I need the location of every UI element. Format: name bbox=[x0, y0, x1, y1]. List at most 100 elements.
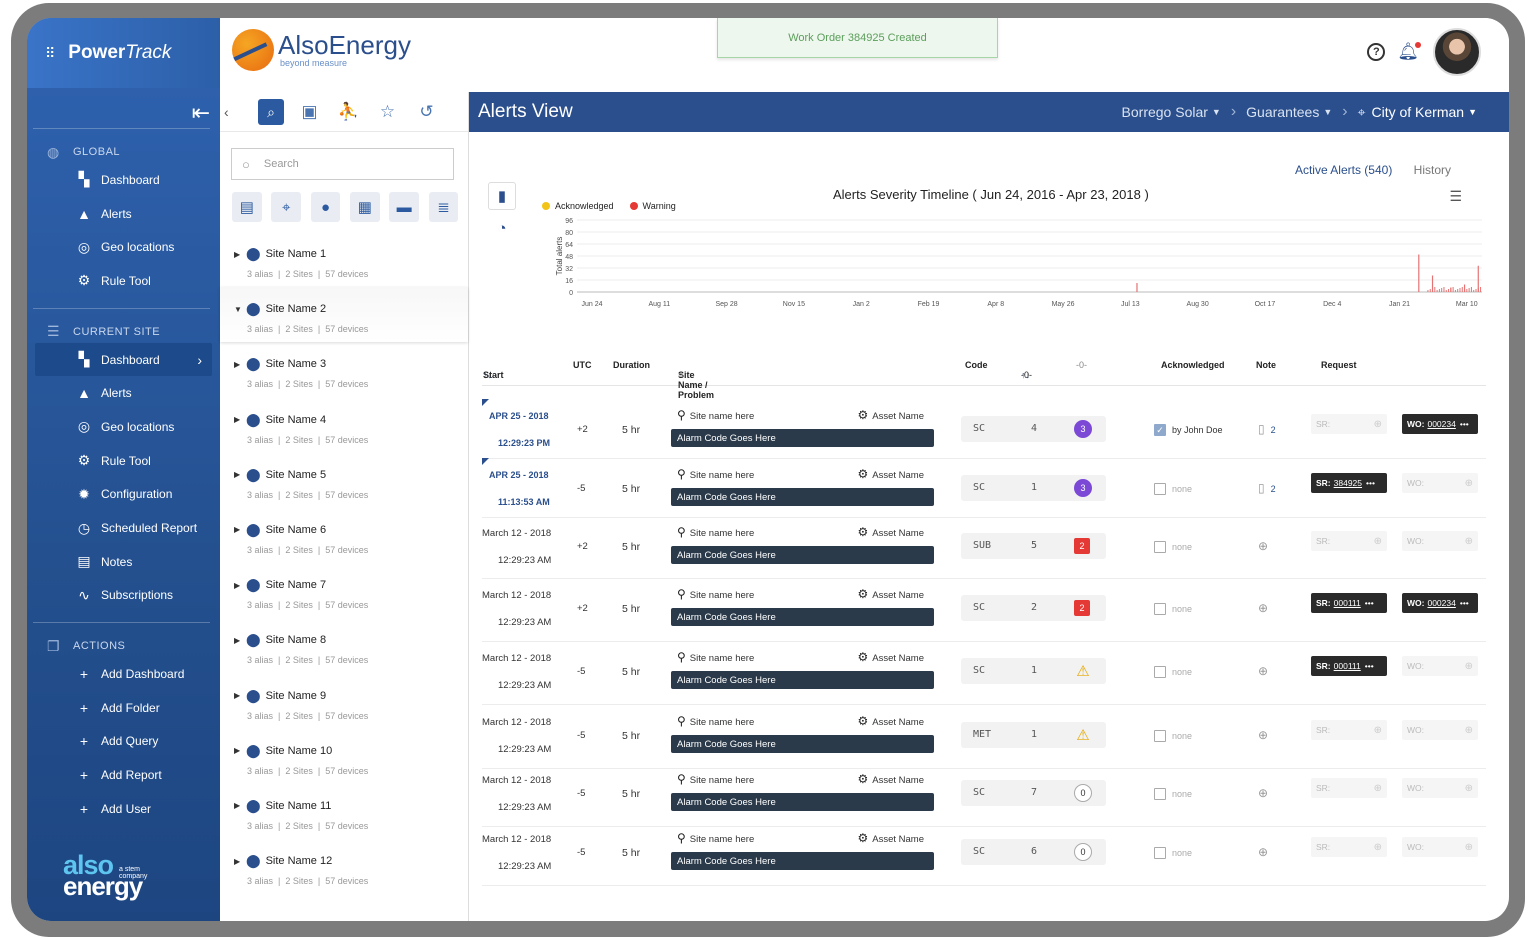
acknowledge-cell[interactable]: none bbox=[1154, 541, 1192, 553]
chart-menu-icon[interactable]: ☰ bbox=[1449, 188, 1462, 204]
acknowledge-checkbox[interactable] bbox=[1154, 541, 1166, 553]
col-code[interactable]: Code bbox=[965, 360, 988, 370]
acknowledge-cell[interactable]: none bbox=[1154, 788, 1192, 800]
col-request[interactable]: Request bbox=[1321, 360, 1357, 370]
col-utc[interactable]: UTC bbox=[573, 360, 592, 370]
table-row[interactable]: March 12 - 2018 12:29:23 AM -5 5 hr ⚲ Sit… bbox=[482, 706, 1486, 769]
tab-history[interactable]: History bbox=[1413, 163, 1451, 177]
acknowledge-cell[interactable]: none bbox=[1154, 666, 1192, 678]
site-list-item[interactable]: ▶ ⬤ Site Name 10 3 alias | 2 Sites | 57 de… bbox=[220, 729, 468, 784]
work-order-chip[interactable]: WO: 000234 ••• bbox=[1402, 414, 1478, 434]
site-list-item[interactable]: ▶ ⬤ Site Name 9 3 alias | 2 Sites | 57 dev… bbox=[220, 674, 468, 729]
help-icon[interactable]: ? bbox=[1367, 43, 1386, 61]
caret-right-icon[interactable]: ▶ bbox=[234, 746, 241, 756]
tab-active-alerts[interactable]: Active Alerts (540) bbox=[1294, 163, 1393, 177]
sidebar-item-current-notes[interactable]: ▤ Notes bbox=[27, 545, 220, 579]
acknowledge-checkbox[interactable] bbox=[1154, 483, 1166, 495]
breadcrumb-item[interactable]: Borrego Solar bbox=[1121, 104, 1208, 120]
row-site-name[interactable]: Site name here bbox=[689, 470, 755, 481]
table-row[interactable]: March 12 - 2018 12:29:23 AM -5 5 hr ⚲ Sit… bbox=[482, 764, 1486, 827]
row-site-name[interactable]: Site name here bbox=[689, 717, 755, 728]
filter-location-icon[interactable]: ⌖ bbox=[271, 192, 302, 222]
row-site-name[interactable]: Site name here bbox=[689, 590, 755, 601]
sidebar-action-add-report[interactable]: + Add Report bbox=[27, 758, 220, 792]
tab-history[interactable]: ↺ bbox=[419, 101, 434, 121]
tab-users[interactable]: ⛹ bbox=[337, 101, 360, 121]
add-service-request[interactable]: SR: bbox=[1311, 837, 1387, 857]
sidebar-item-global-dashboard[interactable]: ▚ Dashboard bbox=[27, 163, 220, 197]
alsoenergy-logo[interactable]: AlsoEnergy beyond measure bbox=[232, 29, 411, 71]
add-note-icon[interactable]: ⊕ bbox=[1258, 601, 1269, 615]
site-list-item[interactable]: ▶ ⬤ Site Name 12 3 alias | 2 Sites | 57 de… bbox=[220, 839, 468, 894]
row-site-name[interactable]: Site name here bbox=[689, 528, 755, 539]
breadcrumb-item[interactable]: Guarantees bbox=[1246, 104, 1320, 120]
sidebar-item-current-scheduled-report[interactable]: ◷ Scheduled Report bbox=[27, 511, 220, 545]
add-service-request[interactable]: SR: bbox=[1311, 531, 1387, 551]
row-asset-name[interactable]: Asset Name bbox=[872, 834, 924, 845]
service-request-chip[interactable]: SR: 384925 ••• bbox=[1311, 473, 1387, 493]
site-list-item[interactable]: ▼ ⬤ Site Name 2 3 alias | 2 Sites | 57 dev… bbox=[220, 287, 468, 343]
sidebar-item-current-rule-tool[interactable]: ⚙ Rule Tool bbox=[27, 444, 220, 478]
row-asset-name[interactable]: Asset Name bbox=[872, 528, 924, 539]
table-row[interactable]: March 12 - 2018 12:29:23 AM -5 5 hr ⚲ Sit… bbox=[482, 642, 1486, 705]
row-site-name[interactable]: Site name here bbox=[689, 834, 755, 845]
legend-item[interactable]: Warning bbox=[629, 201, 676, 211]
filter-report-icon[interactable]: ≣ bbox=[428, 192, 459, 222]
site-list-item[interactable]: ▶ ⬤ Site Name 8 3 alias | 2 Sites | 57 dev… bbox=[220, 618, 468, 673]
add-work-order[interactable]: WO: bbox=[1402, 531, 1478, 551]
site-list-item[interactable]: ▶ ⬤ Site Name 5 3 alias | 2 Sites | 57 dev… bbox=[220, 453, 468, 508]
sidebar-item-current-dashboard[interactable]: ▚ Dashboard › bbox=[35, 342, 212, 377]
acknowledge-cell[interactable]: none bbox=[1154, 603, 1192, 615]
caret-right-icon[interactable]: ▶ bbox=[234, 359, 241, 369]
add-work-order[interactable]: WO: bbox=[1402, 778, 1478, 798]
row-site-name[interactable]: Site name here bbox=[689, 775, 755, 786]
add-work-order[interactable]: WO: bbox=[1402, 473, 1478, 493]
site-list-item[interactable]: ▶ ⬤ Site Name 7 3 alias | 2 Sites | 57 dev… bbox=[220, 563, 468, 618]
work-order-chip[interactable]: WO: 000234 ••• bbox=[1402, 593, 1478, 613]
apps-grid-icon[interactable]: ⠿ bbox=[45, 44, 55, 61]
bar-chart-icon[interactable]: ▮ bbox=[488, 182, 516, 210]
add-service-request[interactable]: SR: bbox=[1311, 778, 1387, 798]
tab-favorites[interactable]: ☆ bbox=[379, 101, 396, 121]
row-asset-name[interactable]: Asset Name bbox=[872, 653, 924, 664]
table-row[interactable]: March 12 - 2018 12:29:23 AM -5 5 hr ⚲ Sit… bbox=[482, 823, 1486, 886]
acknowledge-cell[interactable]: ✓ by John Doe bbox=[1154, 424, 1223, 436]
add-note-icon[interactable]: ⊕ bbox=[1258, 786, 1269, 800]
site-list-item[interactable]: ▶ ⬤ Site Name 6 3 alias | 2 Sites | 57 dev… bbox=[220, 508, 468, 563]
row-site-name[interactable]: Site name here bbox=[689, 411, 755, 422]
row-asset-name[interactable]: Asset Name bbox=[872, 717, 924, 728]
search-input[interactable]: ○ Search bbox=[231, 148, 454, 180]
caret-right-icon[interactable]: ▶ bbox=[234, 691, 241, 700]
sidebar-action-add-user[interactable]: + Add User bbox=[27, 792, 220, 826]
acknowledge-cell[interactable]: none bbox=[1154, 730, 1192, 742]
note-cell[interactable]: ▯ 2 bbox=[1258, 422, 1276, 436]
add-work-order[interactable]: WO: bbox=[1402, 720, 1478, 740]
acknowledge-cell[interactable]: none bbox=[1154, 483, 1192, 495]
add-service-request[interactable]: SR: bbox=[1311, 720, 1387, 740]
add-note-icon[interactable]: ⊕ bbox=[1258, 845, 1269, 859]
acknowledge-checkbox[interactable]: ✓ bbox=[1154, 424, 1166, 436]
acknowledge-checkbox[interactable] bbox=[1154, 603, 1166, 615]
breadcrumb-current[interactable]: City of Kerman bbox=[1371, 104, 1465, 120]
site-list-item[interactable]: ▶ ⬤ Site Name 3 3 alias | 2 Sites | 57 dev… bbox=[220, 342, 468, 397]
filter-user-icon[interactable]: ● bbox=[310, 192, 341, 222]
site-list-item[interactable]: ▶ ⬤ Site Name 11 3 alias | 2 Sites | 57 de… bbox=[220, 784, 468, 839]
table-row[interactable]: March 12 - 2018 12:29:23 AM +2 5 hr ⚲ Sit… bbox=[482, 517, 1486, 579]
add-note-icon[interactable]: ⊕ bbox=[1258, 728, 1269, 742]
tab-briefcase[interactable]: ▣ bbox=[301, 101, 318, 121]
tab-search[interactable]: ⌕ bbox=[258, 98, 284, 125]
add-note-icon[interactable]: ⊕ bbox=[1258, 664, 1269, 678]
row-asset-name[interactable]: Asset Name bbox=[872, 775, 924, 786]
sidebar-item-global-rule-tool[interactable]: ⚙ Rule Tool bbox=[27, 264, 220, 298]
sidebar-item-current-geo-locations[interactable]: ◎ Geo locations bbox=[27, 410, 220, 444]
acknowledge-checkbox[interactable] bbox=[1154, 788, 1166, 800]
add-note-icon[interactable]: ⊕ bbox=[1258, 539, 1269, 553]
service-request-chip[interactable]: SR: 000111 ••• bbox=[1311, 593, 1387, 613]
add-service-request[interactable]: SR: bbox=[1311, 414, 1387, 434]
filter-device-icon[interactable]: ▦ bbox=[349, 192, 380, 222]
filter-briefcase-icon[interactable]: ▤ bbox=[232, 192, 262, 222]
filter-folder-icon[interactable]: ▬ bbox=[389, 192, 420, 222]
add-work-order[interactable]: WO: bbox=[1402, 656, 1478, 676]
col-zero[interactable]: -0- bbox=[1076, 360, 1087, 370]
col-note[interactable]: Note bbox=[1256, 360, 1276, 370]
